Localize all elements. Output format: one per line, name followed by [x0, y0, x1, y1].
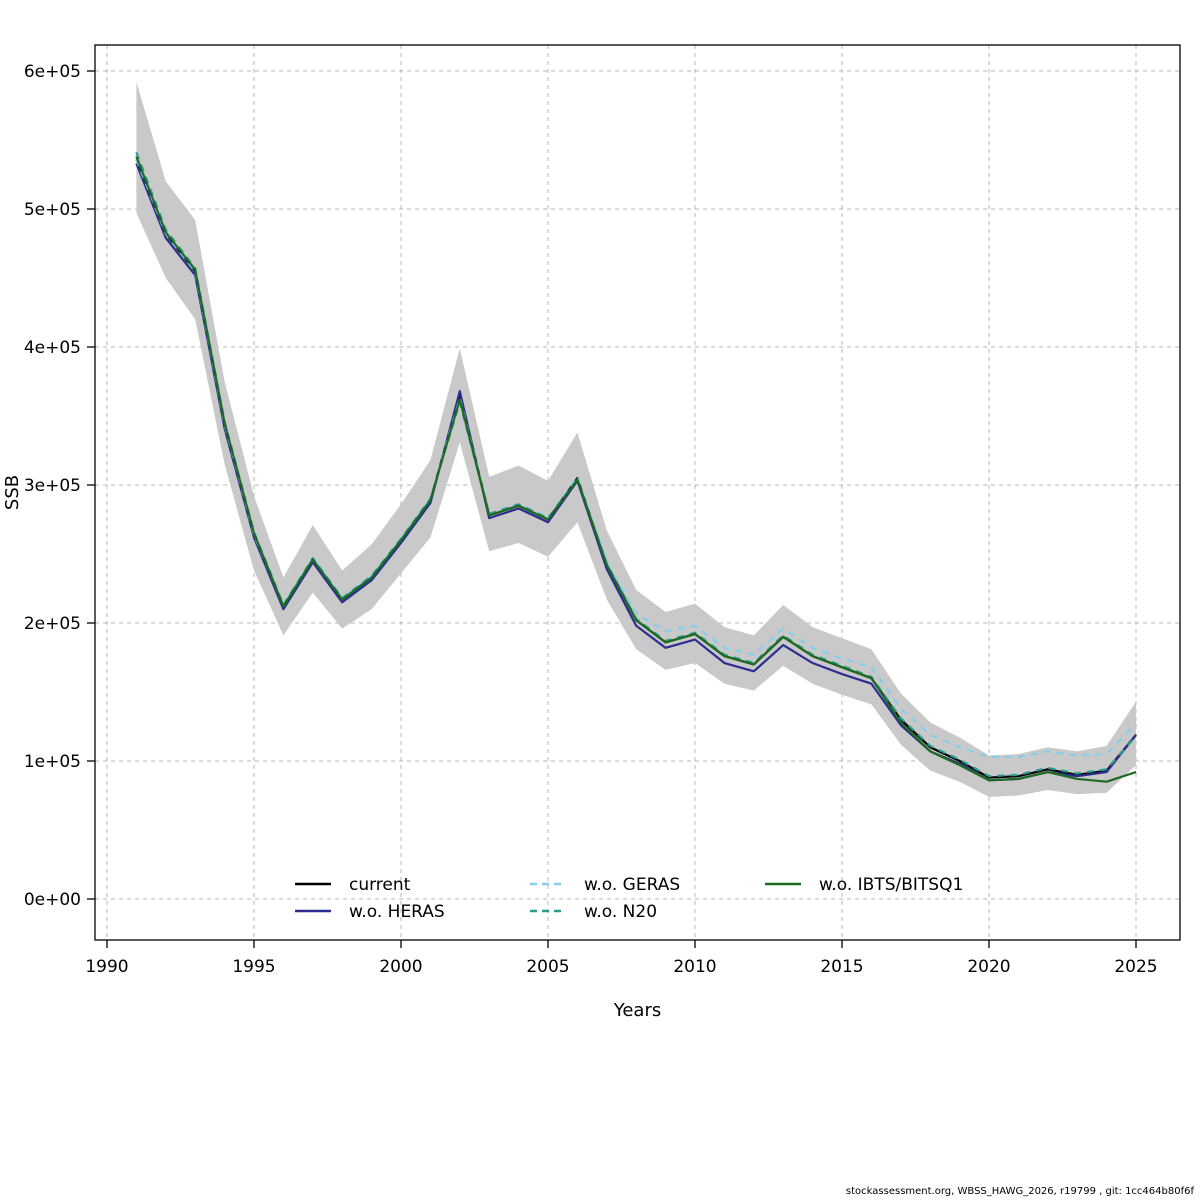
- confidence-band: [136, 82, 1136, 797]
- y-tick-label: 1e+05: [24, 752, 81, 772]
- legend-entry-w-o-ibts-bitsq1: w.o. IBTS/BITSQ1: [765, 875, 963, 895]
- y-tick-label: 4e+05: [24, 338, 81, 358]
- legend-entry-w-o-geras: w.o. GERAS: [530, 875, 680, 895]
- legend-entry-w-o-n20: w.o. N20: [530, 902, 657, 922]
- axes: 0e+00 1e+05 2e+05 3e+05 4e+05 5e+05 6e+05 1990 1…: [24, 62, 1158, 977]
- x-tick-label: 2010: [673, 957, 716, 977]
- footer-attribution: stockassessment.org, WBSS_HAWG_2026, r19…: [845, 1186, 1194, 1197]
- legend-label: w.o. N20: [584, 902, 657, 922]
- legend-entry-current: current: [295, 875, 411, 895]
- legend: current w.o. HERAS w.o. GERAS w.o. N20 w.o. …: [295, 875, 963, 922]
- y-tick-label: 5e+05: [24, 200, 81, 220]
- y-tick-label: 0e+00: [24, 890, 81, 910]
- legend-entry-w-o-heras: w.o. HERAS: [295, 902, 445, 922]
- series-w-o-ibts-bitsq1: [135, 156, 1137, 783]
- legend-label: w.o. GERAS: [584, 875, 680, 895]
- y-tick-label: 3e+05: [24, 476, 81, 496]
- x-tick-label: 2015: [820, 957, 863, 977]
- y-tick-label: 2e+05: [24, 614, 81, 634]
- x-tick-label: 1990: [85, 957, 128, 977]
- x-tick-label: 1995: [232, 957, 275, 977]
- x-tick-label: 2025: [1114, 957, 1157, 977]
- legend-label: w.o. IBTS/BITSQ1: [819, 875, 963, 895]
- series-w-o-n20: [135, 152, 1137, 778]
- series-w-o-heras: [135, 163, 1137, 782]
- plot-border: [94, 44, 1181, 941]
- series-w-o-geras: [135, 158, 1137, 758]
- x-tick-label: 2005: [526, 957, 569, 977]
- legend-label: current: [349, 875, 411, 895]
- y-tick-label: 6e+05: [24, 62, 81, 82]
- x-tick-label: 2020: [967, 957, 1010, 977]
- x-axis-title: Years: [613, 1000, 662, 1021]
- series-current: [135, 158, 1137, 779]
- legend-label: w.o. HERAS: [349, 902, 445, 922]
- gridlines: [95, 45, 1180, 940]
- y-axis-title: SSB: [2, 475, 23, 510]
- x-tick-label: 2000: [379, 957, 422, 977]
